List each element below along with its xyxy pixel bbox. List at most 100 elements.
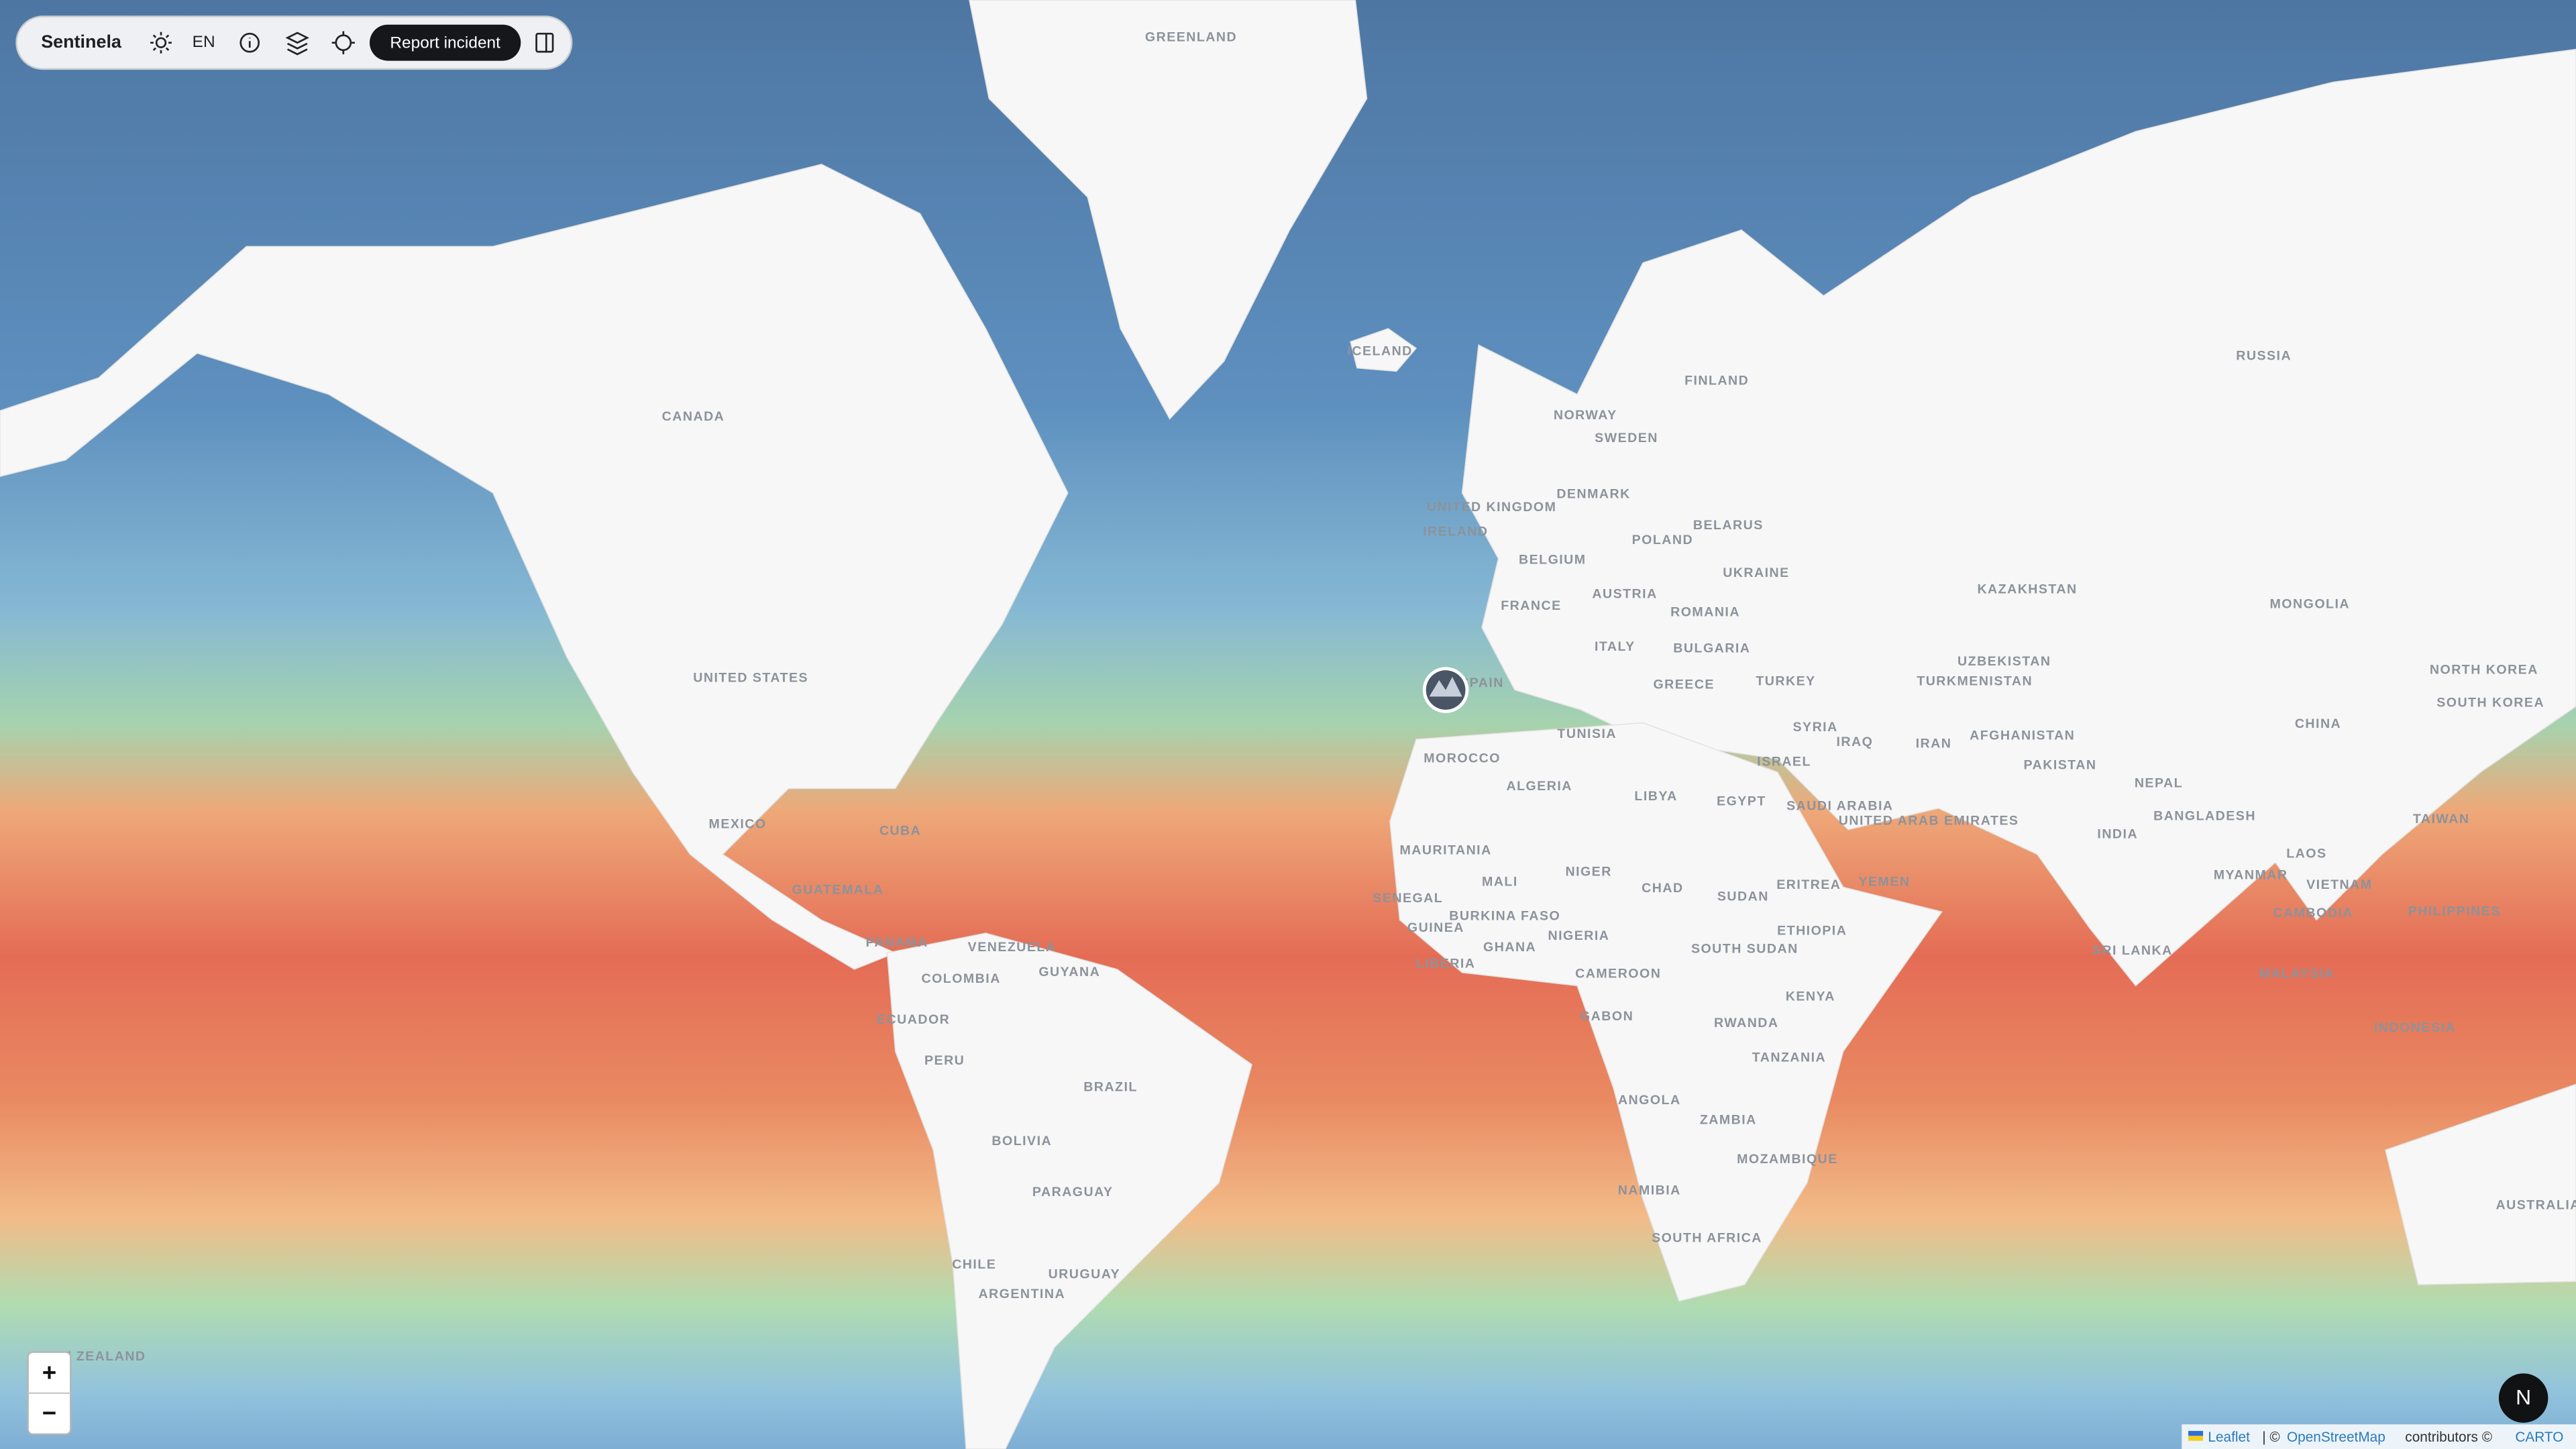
zoom-in[interactable]: +	[42, 1358, 56, 1386]
country-label: CHILE	[952, 1257, 996, 1272]
country-label: ANGOLA	[1618, 1093, 1681, 1108]
country-label: GABON	[1580, 1009, 1633, 1024]
country-label: ETHIOPIA	[1777, 924, 1847, 938]
country-label: ALGERIA	[1506, 779, 1572, 794]
location-marker[interactable]	[1422, 667, 1469, 713]
country-label: MONGOLIA	[2270, 596, 2350, 611]
country-label: MAURITANIA	[1399, 843, 1491, 858]
user-avatar[interactable]: N	[2498, 1373, 2548, 1423]
country-label: ICELAND	[1347, 343, 1412, 358]
country-label: BULGARIA	[1673, 641, 1750, 656]
country-label: MOZAMBIQUE	[1737, 1152, 1838, 1167]
country-label: LAOS	[2286, 847, 2326, 861]
country-label: UNITED KINGDOM	[1427, 500, 1557, 515]
country-label: CAMEROON	[1575, 966, 1661, 981]
greenland	[969, 0, 1368, 420]
country-label: MYANMAR	[2214, 867, 2288, 882]
country-label: NORWAY	[1554, 408, 1617, 423]
country-label: SAUDI ARABIA	[1786, 799, 1893, 814]
country-label: CAMBODIA	[2273, 906, 2353, 920]
country-label: SWEDEN	[1595, 431, 1658, 445]
country-label: ROMANIA	[1670, 605, 1740, 620]
country-label: SRI LANKA	[2092, 943, 2173, 958]
zoom-control: + −	[27, 1351, 72, 1436]
attribution: Leaflet | © OpenStreetMap contributors ©…	[2182, 1424, 2576, 1449]
country-label: NIGERIA	[1548, 928, 1610, 943]
toolbar: Sentinela EN Report incident	[15, 15, 573, 70]
country-label: ERITREA	[1776, 877, 1841, 892]
country-label: COLOMBIA	[921, 971, 1000, 986]
country-label: FINLAND	[1684, 373, 1749, 388]
country-label: MALI	[1482, 874, 1518, 889]
attribution-contrib: contributors ©	[2405, 1429, 2492, 1444]
report-incident-label[interactable]: Report incident	[390, 34, 500, 52]
country-label: BURKINA FASO	[1449, 909, 1560, 924]
country-label: GREENLAND	[1145, 30, 1237, 44]
country-label: INDONESIA	[2374, 1020, 2456, 1035]
country-label: IRAQ	[1836, 735, 1873, 749]
locate-button[interactable]	[331, 31, 355, 54]
country-label: KAZAKHSTAN	[1977, 582, 2077, 596]
report-incident-button[interactable]: Report incident	[370, 24, 521, 61]
country-label: CUBA	[879, 823, 921, 838]
country-label: RUSSIA	[2236, 349, 2292, 364]
country-label: TURKEY	[1756, 674, 1815, 688]
map-labels: GREENLAND ICELAND CANADA FINLAND NORWAY SWEDE…	[38, 30, 2576, 1364]
country-label: SOUTH AFRICA	[1652, 1231, 1762, 1246]
country-label: TANZANIA	[1752, 1050, 1826, 1065]
country-label: CHAD	[1642, 881, 1683, 896]
country-label: INDIA	[2097, 826, 2138, 841]
country-label: YEMEN	[1858, 874, 1910, 889]
country-label: NEPAL	[2135, 775, 2183, 790]
africa	[1389, 722, 1943, 1302]
country-label: SOUTH KOREA	[2436, 695, 2544, 710]
info-button[interactable]	[239, 32, 260, 53]
country-label: MEXICO	[709, 817, 767, 832]
leaflet-link[interactable]: Leaflet	[2208, 1429, 2250, 1444]
country-label: LIBYA	[1634, 789, 1677, 804]
country-label: DENMARK	[1556, 486, 1630, 501]
country-label: BELGIUM	[1519, 552, 1587, 567]
country-label: ZAMBIA	[1700, 1112, 1757, 1127]
carto-link[interactable]: CARTO	[2515, 1429, 2563, 1444]
country-label: SPAIN	[1460, 676, 1504, 690]
country-label: GUATEMALA	[792, 883, 884, 898]
panel-toggle[interactable]	[535, 32, 554, 53]
country-label: IRAN	[1916, 737, 1952, 751]
country-label: VENEZUELA	[968, 940, 1057, 955]
avatar-initial[interactable]: N	[2516, 1385, 2531, 1409]
country-label: UNITED ARAB EMIRATES	[1839, 814, 2019, 828]
country-label: NORTH KOREA	[2430, 662, 2538, 677]
zoom-out[interactable]: −	[42, 1399, 56, 1426]
country-label: SUDAN	[1717, 889, 1769, 904]
country-label: PAKISTAN	[2024, 757, 2097, 772]
country-label: RWANDA	[1714, 1016, 1779, 1030]
australia	[2385, 1083, 2576, 1285]
theme-toggle[interactable]	[150, 32, 172, 54]
country-label: BANGLADESH	[2153, 808, 2256, 823]
osm-link[interactable]: OpenStreetMap	[2287, 1429, 2385, 1444]
country-label: NAMIBIA	[1618, 1183, 1681, 1198]
country-label: BELARUS	[1693, 518, 1764, 533]
country-label: ARGENTINA	[978, 1287, 1065, 1301]
country-label: UNITED STATES	[693, 671, 808, 686]
country-label: URUGUAY	[1049, 1267, 1120, 1282]
country-label: TUNISIA	[1557, 727, 1617, 741]
country-label: NIGER	[1565, 865, 1611, 879]
layers-button[interactable]	[285, 32, 309, 56]
language-toggle[interactable]: EN	[193, 33, 215, 51]
country-label: AFGHANISTAN	[1970, 728, 2075, 743]
svg-text:Leaflet | © OpenSt: Leaflet | © OpenStreetMap contributors ©…	[2208, 1429, 2563, 1444]
country-label: PHILIPPINES	[2408, 904, 2501, 918]
eurasia	[1461, 48, 2576, 987]
country-label: EGYPT	[1717, 794, 1766, 808]
country-label: GUINEA	[1407, 920, 1464, 935]
country-label: TAIWAN	[2413, 812, 2470, 826]
country-label: GHANA	[1483, 940, 1536, 955]
country-label: ITALY	[1595, 639, 1635, 654]
country-label: VIETNAM	[2306, 877, 2372, 892]
country-label: SENEGAL	[1373, 891, 1443, 906]
country-label: GUYANA	[1038, 965, 1100, 979]
attribution-sep: | ©	[2262, 1429, 2280, 1444]
